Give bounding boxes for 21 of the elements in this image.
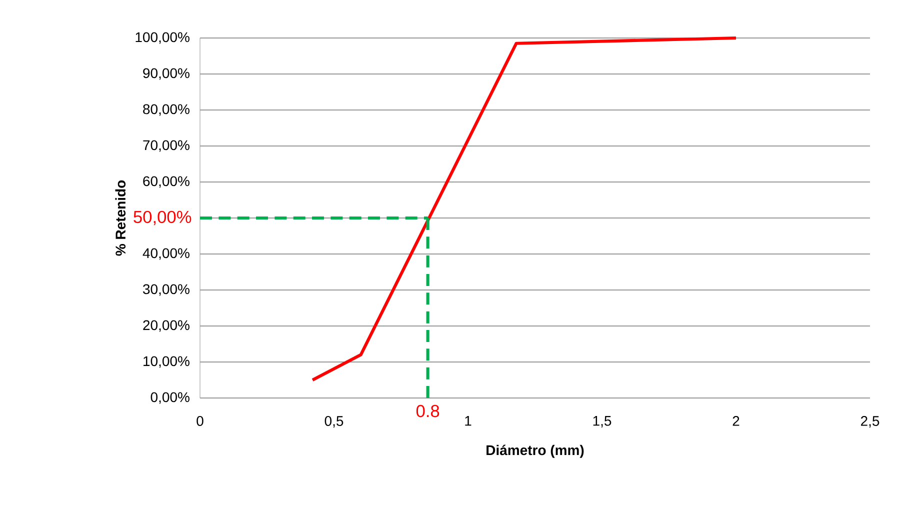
- x-tick-label: 1: [465, 416, 472, 426]
- x-tick-label: 2: [732, 416, 740, 426]
- x-tick-label: 1,5: [593, 416, 612, 428]
- x-tick-label: 2,5: [860, 416, 880, 428]
- y-tick-label: 0,00%: [150, 392, 190, 404]
- y-tick-label: 20,00%: [143, 320, 190, 332]
- y-axis-title: % Retenido: [115, 180, 126, 256]
- y-tick-label: 100,00%: [136, 32, 190, 44]
- x-tick-label: 0: [196, 416, 204, 426]
- line-series: [311, 36, 738, 382]
- x-axis-title: Diámetro (mm): [486, 444, 584, 458]
- y-tick-label: 10,00%: [144, 356, 190, 368]
- y-tick-label: 60,00%: [143, 176, 190, 188]
- y-tick-label: 80,00%: [143, 104, 190, 116]
- ref-line-label: 50,00%: [134, 210, 192, 226]
- y-tick-label: 40,00%: [142, 248, 190, 260]
- y-tick-label: 70,00%: [143, 140, 190, 152]
- ref-line-label: 0.8: [416, 404, 440, 418]
- x-tick-label: 0,5: [324, 416, 344, 428]
- y-tick-label: 30,00%: [143, 284, 190, 296]
- y-tick-label: 90,00%: [143, 68, 190, 80]
